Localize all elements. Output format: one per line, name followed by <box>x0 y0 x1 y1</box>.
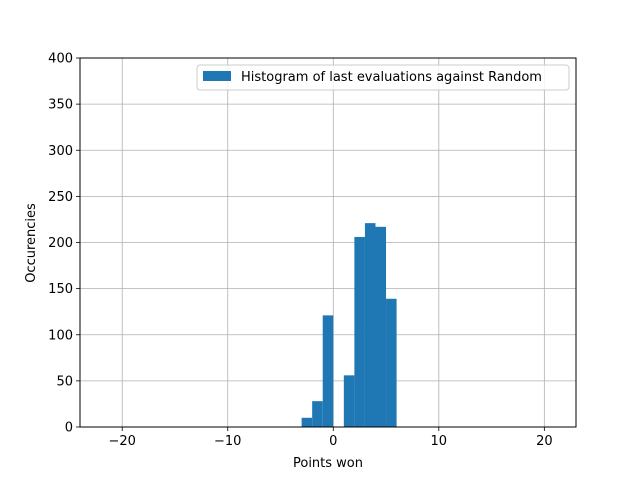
x-tick-label: 20 <box>536 434 553 449</box>
x-tick-label: 10 <box>431 434 448 449</box>
y-tick-label: 300 <box>48 144 73 159</box>
histogram-bar <box>354 236 365 427</box>
x-tick-label: −10 <box>214 434 241 449</box>
legend-label: Histogram of last evaluations against Ra… <box>241 70 542 85</box>
y-tick-label: 350 <box>48 98 73 113</box>
legend: Histogram of last evaluations against Ra… <box>196 64 570 91</box>
y-tick-label: 200 <box>48 236 73 251</box>
histogram-bar <box>301 417 313 427</box>
y-tick-label: 400 <box>48 52 73 67</box>
legend-swatch <box>203 71 231 81</box>
legend-box <box>196 64 570 91</box>
x-tick-label: 0 <box>329 434 337 449</box>
histogram-bar <box>375 226 387 427</box>
y-tick-label: 100 <box>48 328 73 343</box>
y-axis-label: Occurencies <box>24 203 39 283</box>
x-axis-label: Points won <box>293 456 363 471</box>
histogram-bar <box>364 223 376 427</box>
histogram-bar <box>343 375 355 427</box>
y-tick-label: 50 <box>56 374 73 389</box>
y-tick-label: 150 <box>48 282 73 297</box>
y-tick-label: 0 <box>65 421 73 436</box>
x-tick-label: −20 <box>108 434 135 449</box>
y-tick-label: 250 <box>48 190 73 205</box>
histogram-bar <box>312 401 323 427</box>
histogram-bar <box>322 315 334 427</box>
histogram-bar <box>386 298 397 427</box>
histogram-bars <box>301 223 397 427</box>
